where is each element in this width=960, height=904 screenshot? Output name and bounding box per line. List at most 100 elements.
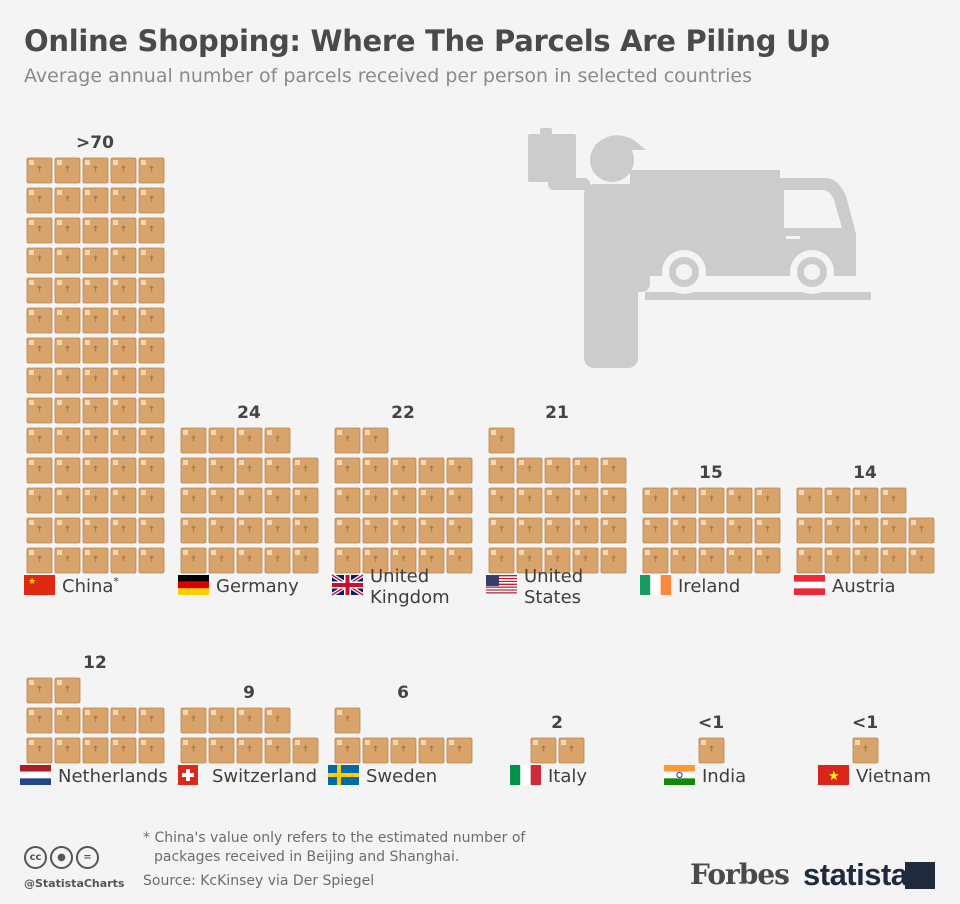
country-group-germany: 24 Germany (178, 403, 319, 597)
statista-handle[interactable]: @StatistaCharts (24, 877, 125, 890)
parcel-icon (880, 517, 907, 544)
parcel-icon (180, 547, 207, 574)
flag-vietnam-icon: ★ (818, 765, 849, 785)
cc-icon: cc (24, 846, 47, 869)
parcel-icon (726, 487, 753, 514)
parcel-icon (642, 517, 669, 544)
parcel-icon (362, 517, 389, 544)
parcel-icon (54, 277, 81, 304)
value-label: <1 (852, 713, 878, 733)
statista-logo-icon (905, 862, 935, 889)
parcel-icon (110, 367, 137, 394)
parcel-icon (138, 277, 165, 304)
source-note: Source: KcKinsey via Der Spiegel (143, 873, 375, 889)
country-label: China* (62, 575, 119, 597)
parcel-icon (54, 547, 81, 574)
value-label: <1 (698, 713, 724, 733)
parcel-icon (236, 427, 263, 454)
parcel-icon (264, 547, 291, 574)
parcel-icon (362, 487, 389, 514)
parcel-icon (488, 517, 515, 544)
parcel-icon (530, 737, 557, 764)
parcel-icon (26, 487, 53, 514)
parcel-icon (698, 547, 725, 574)
svg-text:★: ★ (828, 769, 840, 784)
parcel-icon (26, 737, 53, 764)
country-group-india: <1 India (664, 713, 746, 787)
parcel-icon (82, 737, 109, 764)
parcel-icon (110, 247, 137, 274)
parcel-icon (852, 517, 879, 544)
parcel-icon (824, 487, 851, 514)
parcel-icon (488, 427, 515, 454)
parcel-icon (390, 517, 417, 544)
parcel-icon (54, 487, 81, 514)
parcel-icon (236, 457, 263, 484)
parcel-icon (236, 487, 263, 514)
parcel-icon (698, 517, 725, 544)
parcel-icon (334, 737, 361, 764)
flag-germany-icon (178, 575, 209, 595)
parcel-icon (852, 737, 879, 764)
parcel-icon (82, 247, 109, 274)
parcel-icon (852, 547, 879, 574)
parcel-icon (796, 517, 823, 544)
parcel-icon (208, 547, 235, 574)
chart-title: Online Shopping: Where The Parcels Are P… (24, 24, 830, 58)
footnote: * China's value only refers to the estim… (143, 829, 525, 867)
parcel-icon (26, 457, 53, 484)
parcel-icon (180, 457, 207, 484)
flag-netherlands-icon (20, 765, 51, 785)
parcel-icon (82, 457, 109, 484)
parcel-icon (138, 427, 165, 454)
parcel-icon (138, 187, 165, 214)
parcel-icon (82, 307, 109, 334)
parcel-icon (26, 547, 53, 574)
parcel-icon (236, 707, 263, 734)
parcel-icon (544, 517, 571, 544)
parcel-icon (544, 547, 571, 574)
parcel-icon (26, 707, 53, 734)
value-label: >70 (76, 133, 114, 153)
parcel-icon (54, 217, 81, 244)
pictogram-groups: >70★ China*24Germany22UnitedKingdom21Unit… (20, 133, 935, 787)
footnote-line-2: packages received in Beijing and Shangha… (154, 849, 460, 865)
parcel-icon (334, 547, 361, 574)
parcel-icon (390, 487, 417, 514)
license-icons: cc ● = (24, 846, 99, 869)
parcel-icon (26, 677, 53, 704)
parcel-icon (82, 187, 109, 214)
parcel-icon (138, 217, 165, 244)
flag-ireland-icon (640, 575, 671, 595)
svg-text:★: ★ (28, 577, 36, 587)
parcel-icon (264, 427, 291, 454)
footnote-line-1: * China's value only refers to the estim… (143, 830, 526, 846)
parcel-icon (642, 487, 669, 514)
parcel-icon (208, 427, 235, 454)
parcel-icon (446, 487, 473, 514)
country-label: United (370, 566, 429, 587)
parcel-icon (726, 517, 753, 544)
country-label: Ireland (678, 576, 740, 597)
parcel-icon (446, 457, 473, 484)
parcel-icon (208, 487, 235, 514)
parcel-icon (26, 217, 53, 244)
parcel-icon (446, 547, 473, 574)
parcel-icon (908, 517, 935, 544)
parcel-icon (236, 517, 263, 544)
parcel-icon (516, 517, 543, 544)
country-label: Netherlands (58, 766, 168, 787)
parcel-icon (26, 517, 53, 544)
country-group-sweden: 6 Sweden (328, 683, 473, 787)
parcel-icon (54, 337, 81, 364)
country-group-netherlands: 12 Netherlands (20, 653, 168, 787)
parcel-icon (26, 157, 53, 184)
parcel-icon (362, 457, 389, 484)
by-icon: ● (50, 846, 73, 869)
parcel-icon (824, 517, 851, 544)
parcel-icon (418, 517, 445, 544)
parcel-icon (726, 547, 753, 574)
parcel-icon (138, 397, 165, 424)
